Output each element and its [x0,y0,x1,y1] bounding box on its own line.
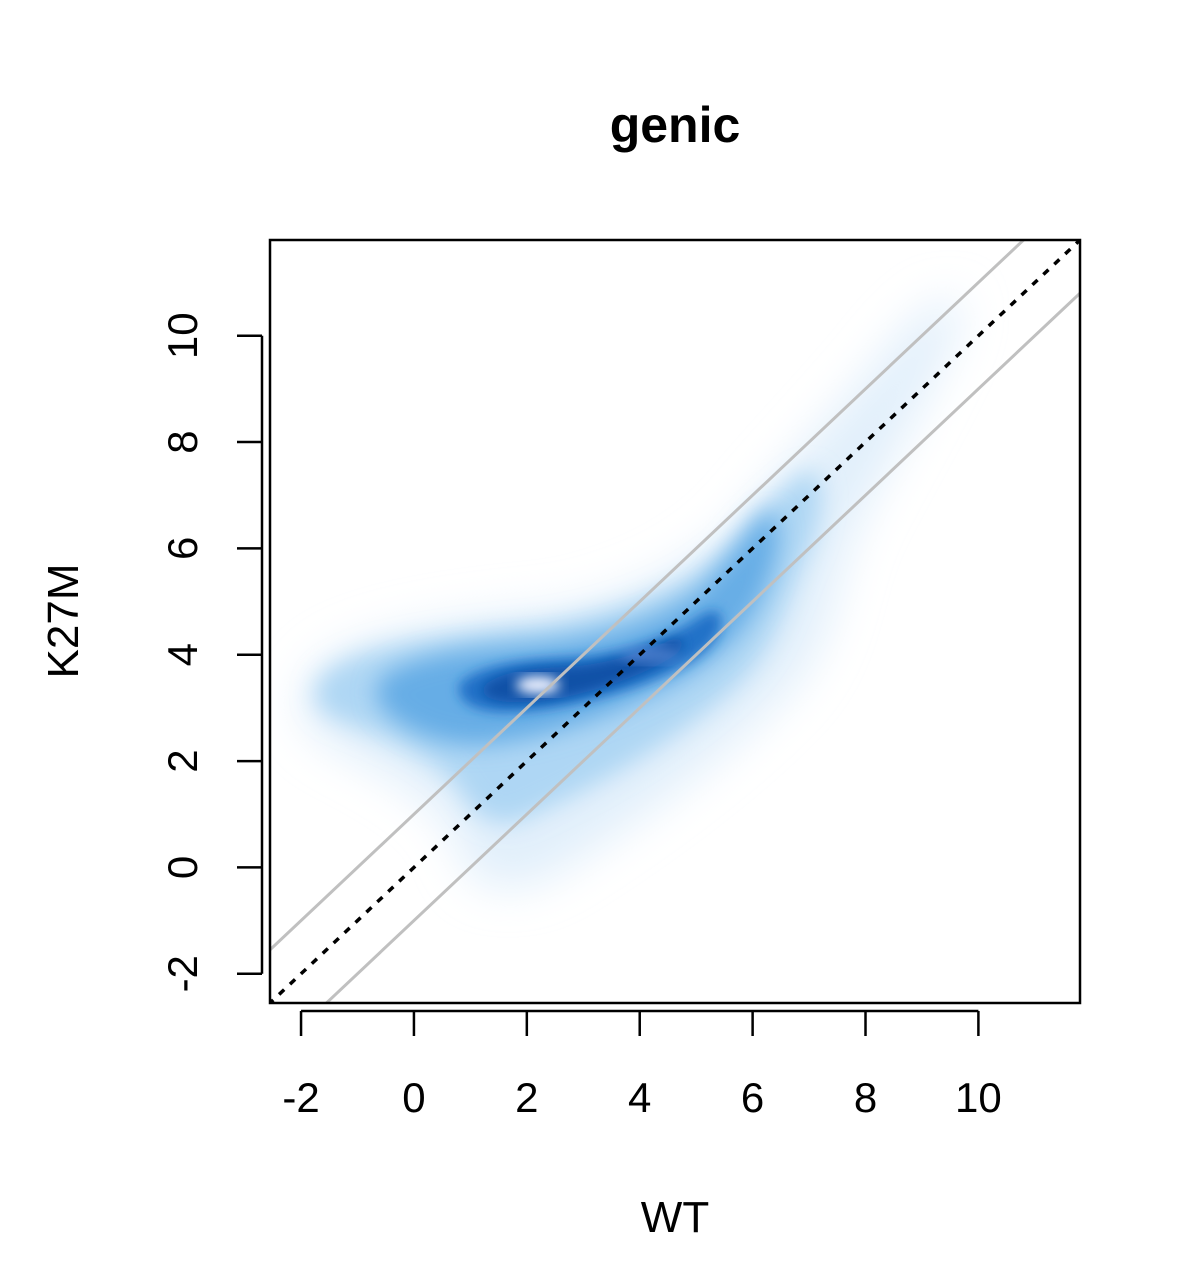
x-tick-label: 6 [741,1074,764,1121]
plot-frame [268,238,1082,1005]
y-tick-label: 4 [159,643,206,666]
x-axis-label: WT [641,1193,709,1242]
y-axis: -2 0 2 4 6 8 10 [159,312,264,992]
x-tick-label: 8 [854,1074,877,1121]
y-tick-label: 10 [159,312,206,359]
density-peak-highlight [516,676,560,694]
y-tick-label: 2 [159,749,206,772]
y-tick-label: 6 [159,537,206,560]
chart-title: genic [610,97,741,153]
y-tick-label: 0 [159,856,206,879]
offset-line-2 [324,291,1080,1003]
x-tick-label: 4 [628,1074,651,1121]
y-tick-label: 8 [159,430,206,453]
offset-line-1 [270,240,1026,952]
x-tick-label: 10 [955,1074,1002,1121]
x-axis: -2 0 2 4 6 8 10 [282,1009,1002,1121]
reference-lines [270,240,1080,1003]
density-secondary-highlight [620,647,680,663]
identity-line [270,240,1080,1003]
x-tick-label: 0 [402,1074,425,1121]
x-tick-label: -2 [282,1074,319,1121]
y-axis-label: K27M [39,564,88,679]
x-tick-label: 2 [515,1074,538,1121]
density-band-outer [300,298,961,888]
density-cloud [300,298,961,888]
y-tick-label: -2 [159,955,206,992]
